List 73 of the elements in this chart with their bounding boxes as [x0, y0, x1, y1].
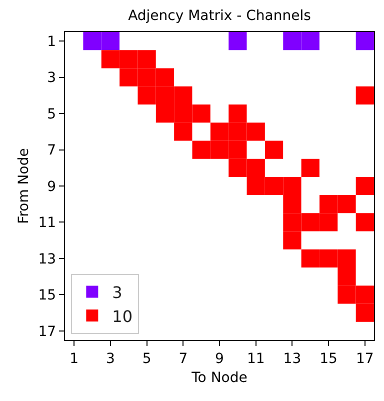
legend-label: 10: [112, 306, 133, 326]
point: [356, 304, 374, 322]
y-tick-label: 9: [47, 178, 56, 195]
point: [101, 50, 120, 68]
point: [120, 68, 138, 86]
point: [338, 195, 356, 214]
point: [246, 158, 265, 177]
point: [101, 32, 120, 50]
x-tick-label: 15: [320, 350, 338, 367]
point: [338, 249, 356, 268]
point: [264, 176, 284, 196]
point: [228, 140, 247, 159]
point: [301, 249, 320, 268]
x-tick-label: 7: [178, 350, 188, 367]
legend-label: 3: [112, 282, 122, 302]
y-tick-label: 17: [38, 324, 56, 340]
point: [210, 140, 229, 159]
x-tick-label: 1: [70, 350, 79, 367]
y-tick-label: 5: [47, 106, 56, 122]
point: [228, 32, 247, 50]
y-tick-label: 3: [47, 70, 56, 86]
x-axis-title: To Node: [190, 370, 248, 386]
point: [174, 122, 192, 141]
point: [83, 32, 102, 50]
point: [356, 286, 374, 304]
point: [138, 68, 156, 86]
point: [320, 213, 338, 232]
point: [156, 86, 174, 104]
point: [156, 68, 174, 86]
point: [283, 213, 302, 232]
point: [156, 104, 174, 123]
y-tick-label: 13: [38, 251, 56, 268]
x-tick-label: 11: [246, 350, 265, 367]
y-tick-label: 1: [47, 34, 56, 50]
point: [283, 195, 302, 214]
point: [356, 176, 374, 196]
point: [301, 213, 320, 232]
point: [246, 176, 265, 196]
point: [283, 231, 302, 250]
point: [338, 268, 356, 286]
point: [228, 122, 247, 141]
y-tick-label: 7: [47, 142, 56, 159]
point: [356, 86, 374, 104]
x-tick-label: 9: [215, 350, 224, 367]
point: [283, 32, 302, 50]
point: [356, 213, 374, 232]
point: [246, 122, 265, 141]
point: [174, 86, 192, 104]
point: [210, 122, 229, 141]
point: [356, 32, 374, 50]
x-tick-label: 5: [142, 350, 152, 367]
point: [301, 158, 320, 177]
point: [138, 86, 156, 104]
point: [192, 104, 210, 123]
y-tick-label: 11: [38, 215, 56, 232]
point: [301, 32, 320, 50]
point: [338, 286, 356, 304]
x-tick-label: 13: [283, 350, 302, 367]
x-tick-label: 17: [356, 350, 374, 367]
point: [283, 176, 302, 196]
point: [228, 104, 247, 123]
point: [174, 104, 192, 123]
point: [264, 140, 284, 159]
y-axis-title: From Node: [16, 148, 32, 224]
point: [228, 158, 247, 177]
point: [120, 50, 138, 68]
point: [320, 195, 338, 214]
point: [192, 140, 210, 159]
chart-title: Adjency Matrix - Channels: [128, 8, 311, 24]
y-tick-label: 15: [38, 288, 56, 304]
point: [320, 249, 338, 268]
x-tick-label: 3: [106, 350, 115, 367]
point: [138, 50, 156, 68]
